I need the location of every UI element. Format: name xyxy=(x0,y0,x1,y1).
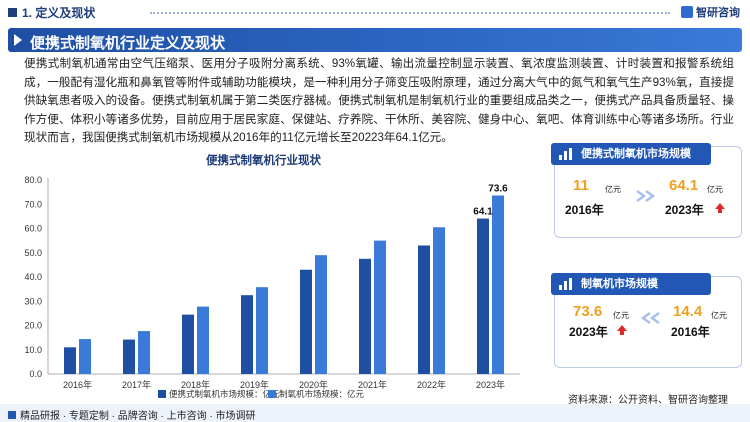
bar-chart-icon xyxy=(559,278,573,290)
banner-title: 便携式制氧机行业定义及现状 xyxy=(30,35,226,52)
x-tick-label: 2022年 xyxy=(417,379,446,390)
left-value: 11 xyxy=(573,177,589,194)
x-tick-label: 2021年 xyxy=(358,379,387,390)
left-unit: 亿元 xyxy=(605,185,621,194)
banner-arrow-icon xyxy=(14,34,22,46)
card-title: 制氧机市场规模 xyxy=(581,278,658,290)
legend-swatch xyxy=(158,390,166,398)
data-label: 64.1 xyxy=(473,207,493,218)
y-tick-label: 20.0 xyxy=(24,321,42,331)
x-tick-label: 2017年 xyxy=(122,379,151,390)
data-labels: 64.1 73.6 xyxy=(473,184,508,218)
top-bar: 1. 定义及现状 智研咨询 xyxy=(0,0,750,26)
chart-title: 便携式制氧机行业现状 xyxy=(206,155,321,167)
right-year: 2023年 xyxy=(665,203,704,217)
left-unit: 亿元 xyxy=(613,311,629,320)
y-tick-label: 0.0 xyxy=(29,369,42,379)
y-tick-label: 30.0 xyxy=(24,296,42,306)
section-title: 1. 定义及现状 xyxy=(8,4,95,21)
y-tick-label: 70.0 xyxy=(24,199,42,209)
data-label: 73.6 xyxy=(488,184,508,195)
x-tick-label: 2023年 xyxy=(476,379,505,390)
dotted-divider xyxy=(150,12,670,16)
bar-portable-0 xyxy=(64,347,76,374)
chart-legend: 便携式制氧机市场规模：亿元 制氧机市场规模：亿元 xyxy=(158,389,365,399)
source-note: 资料来源：公开资料、智研咨询整理 xyxy=(568,395,728,406)
logo-text: 智研咨询 xyxy=(696,7,740,19)
double-chevron-left-icon xyxy=(641,311,660,325)
bar-total-4 xyxy=(315,255,327,374)
double-chevron-right-icon xyxy=(636,189,656,203)
card-total-market: 制氧机市场规模 73.6 亿元 2023年 14.4 亿元 2016年 xyxy=(551,273,742,368)
footer-bar: 精品研报 · 专题定制 · 品牌咨询 · 上市咨询 · 市场调研 xyxy=(0,404,750,422)
brand-logo: 智研咨询 xyxy=(681,4,740,20)
y-tick-label: 60.0 xyxy=(24,224,42,234)
right-unit: 亿元 xyxy=(707,185,723,194)
y-tick-label: 80.0 xyxy=(24,175,42,185)
bar-portable-5 xyxy=(359,258,371,374)
bar-chart-icon xyxy=(559,148,573,160)
y-tick-label: 10.0 xyxy=(24,345,42,355)
legend-swatch xyxy=(268,390,276,398)
title-banner: 便携式制氧机行业定义及现状 xyxy=(8,28,742,52)
left-value: 73.6 xyxy=(573,303,603,320)
intro-paragraph: 便携式制氧机通常由空气压缩泵、医用分子吸附分离系统、93%氧罐、输出流量控制显示… xyxy=(24,57,734,144)
bar-total-6 xyxy=(433,227,445,374)
y-ticks: 0.0 10.0 20.0 30.0 40.0 50.0 60.0 70.0 80.0 xyxy=(24,175,42,379)
x-tick-label: 2019年 xyxy=(240,379,269,390)
bar-portable-1 xyxy=(123,339,135,374)
bar-portable-6 xyxy=(418,245,430,374)
right-unit: 亿元 xyxy=(711,311,727,320)
bar-total-0 xyxy=(79,339,91,374)
y-tick-label: 40.0 xyxy=(24,272,42,282)
y-tick-label: 50.0 xyxy=(24,248,42,258)
footer-left-text: 精品研报 · 专题定制 · 品牌咨询 · 上市咨询 · 市场调研 xyxy=(20,411,256,422)
left-year: 2016年 xyxy=(565,203,604,217)
bar-total-2 xyxy=(197,306,209,374)
up-arrow-icon xyxy=(715,203,725,213)
bar-total-7 xyxy=(492,195,504,374)
card-title: 便携式制氧机市场规模 xyxy=(581,148,691,160)
right-value: 64.1 xyxy=(669,177,699,194)
x-tick-label: 2020年 xyxy=(299,379,328,390)
card-header: 制氧机市场规模 xyxy=(551,273,711,295)
bar-portable-3 xyxy=(241,295,253,374)
legend-label: 便携式制氧机市场规模：亿元 xyxy=(169,389,280,399)
card-portable-market: 便携式制氧机市场规模 11 亿元 2016年 64.1 亿元 2023年 xyxy=(551,143,742,238)
section-title-text: 1. 定义及现状 xyxy=(22,6,96,20)
x-tick-label: 2018年 xyxy=(181,379,210,390)
bar-total-1 xyxy=(138,331,150,374)
x-tick-label: 2016年 xyxy=(63,379,92,390)
bar-total-3 xyxy=(256,287,268,374)
bars xyxy=(64,195,504,374)
right-value: 14.4 xyxy=(673,303,703,320)
up-arrow-icon xyxy=(617,325,627,335)
bar-portable-2 xyxy=(182,314,194,374)
bar-chart: 0.0 10.0 20.0 30.0 40.0 50.0 60.0 70.0 80.0 2016… xyxy=(24,175,520,399)
right-year: 2016年 xyxy=(671,325,710,339)
footer-left: 精品研报 · 专题定制 · 品牌咨询 · 上市咨询 · 市场调研 xyxy=(8,407,256,422)
bar-total-5 xyxy=(374,240,386,374)
bar-portable-7 xyxy=(477,218,489,374)
legend-label: 制氧机市场规模：亿元 xyxy=(279,389,365,399)
x-ticks: 2016年 2017年 2018年 2019年 2020年 2021年 2022年 2023年 xyxy=(63,379,505,390)
section-square-icon xyxy=(8,8,17,17)
card-header: 便携式制氧机市场规模 xyxy=(551,143,711,165)
left-year: 2023年 xyxy=(569,325,608,339)
bar-portable-4 xyxy=(300,269,312,374)
logo-mark-icon xyxy=(681,6,693,18)
footer-square-icon xyxy=(8,411,16,419)
